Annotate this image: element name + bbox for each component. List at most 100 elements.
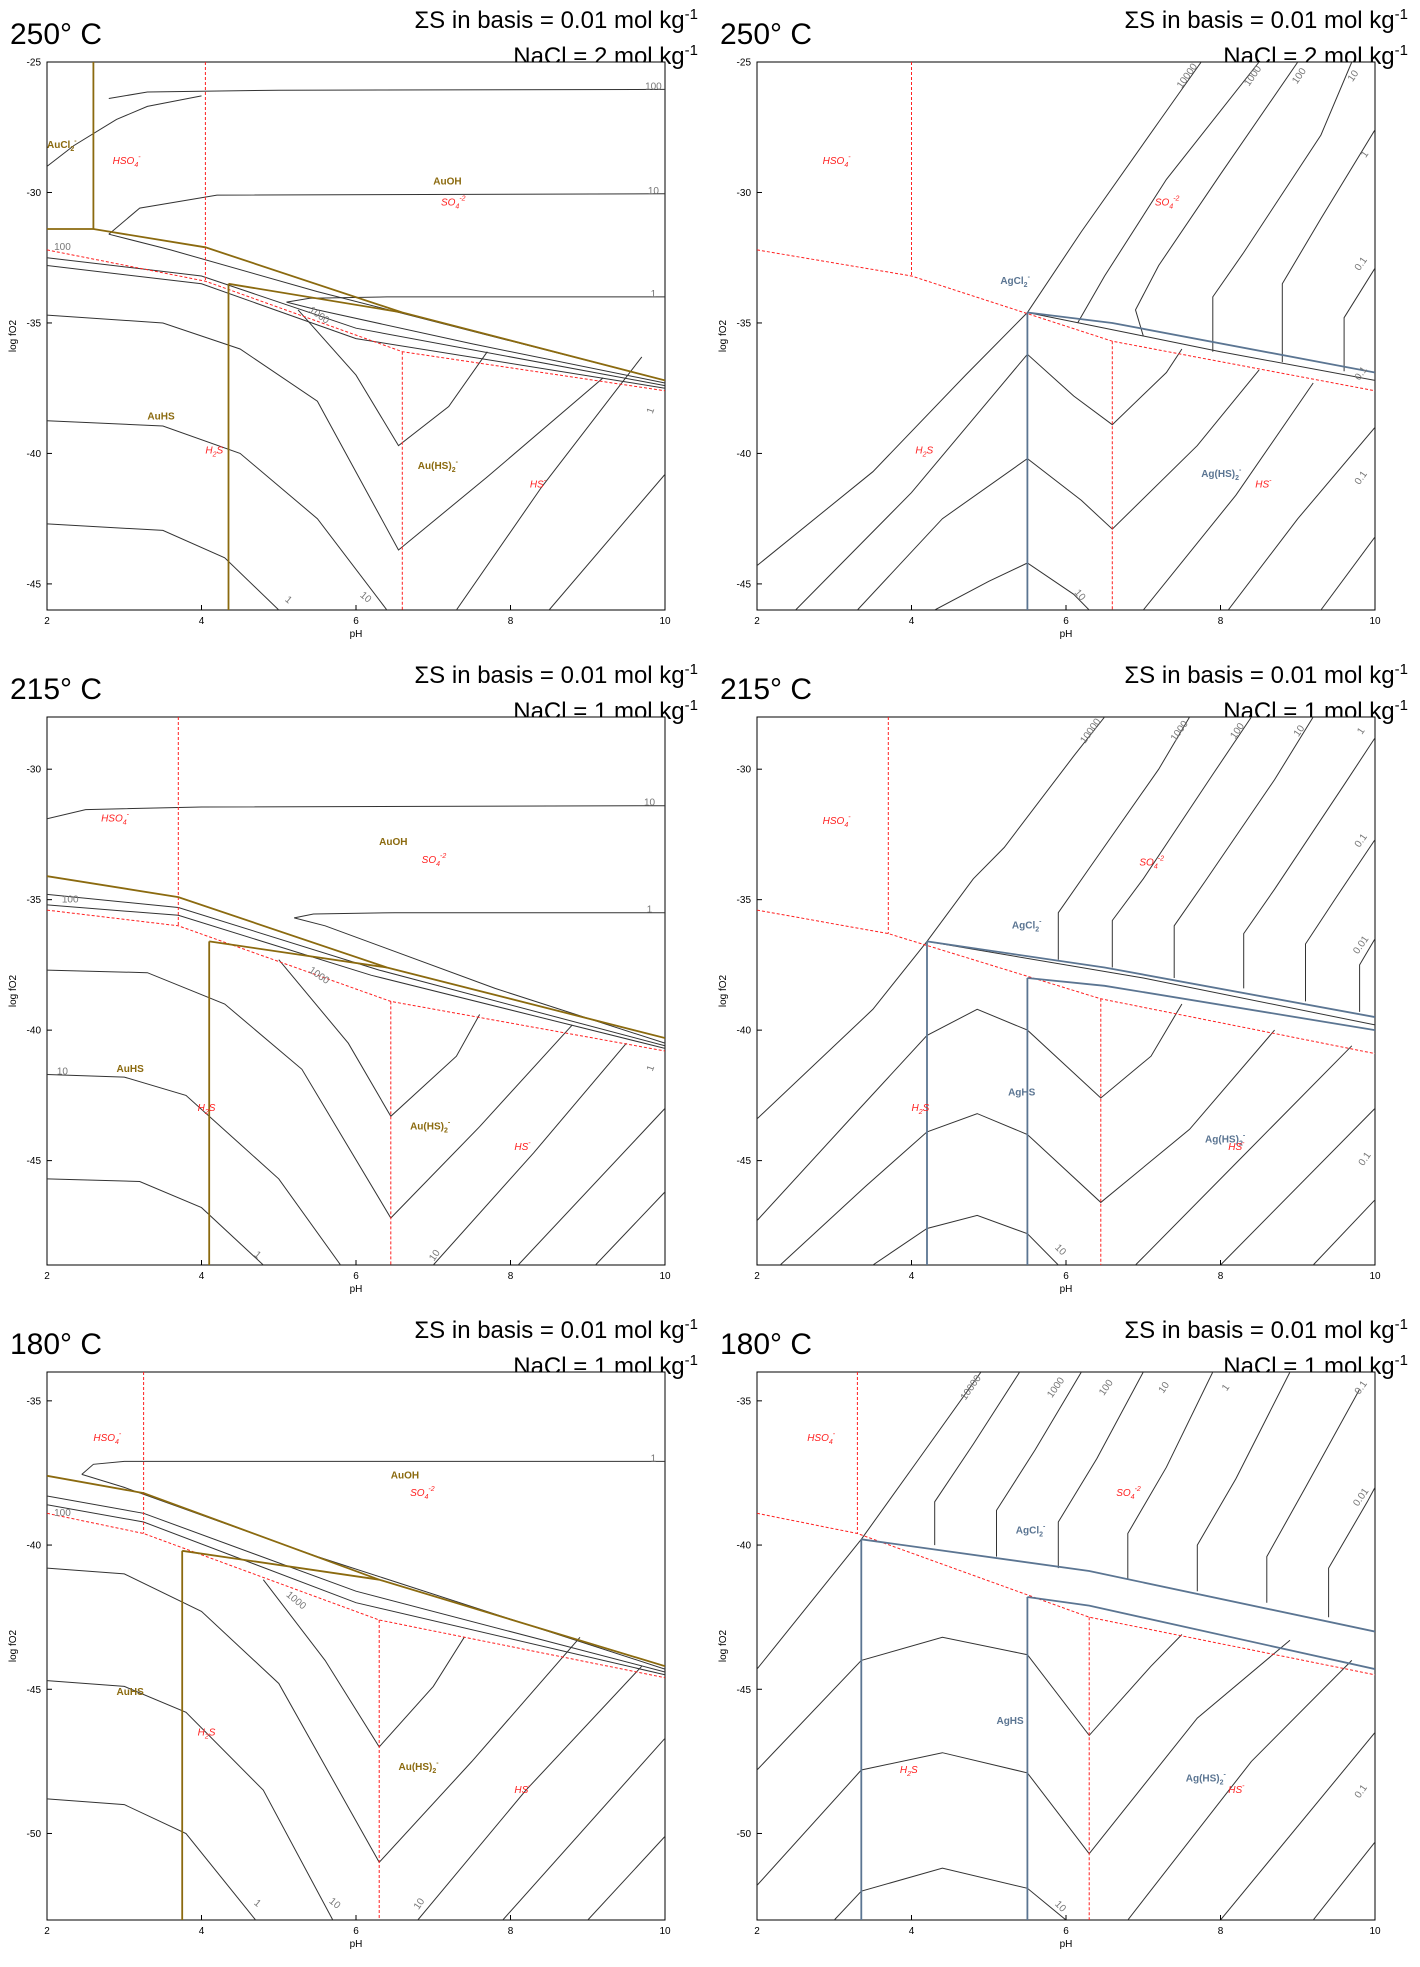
x-axis-label: pH (1060, 629, 1073, 640)
x-tick-label: 2 (44, 1271, 50, 1282)
au-180c-panel: 180° C ΣS in basis = 0.01 mol kg-1 NaCl … (0, 1310, 710, 1965)
solubility-contour (1057, 717, 1191, 960)
y-tick-label: -45 (737, 579, 752, 590)
metal-species-label: AgCl2- (1016, 1524, 1046, 1539)
metal-species-label: Ag(HS)2- (1186, 1772, 1227, 1787)
sulfur-species-label: H2S (915, 445, 933, 458)
unit-exponent: -1 (684, 6, 698, 23)
metal-speciation-boundary (182, 1549, 380, 1581)
y-tick-label: -35 (737, 895, 752, 906)
solubility-contour (1196, 1372, 1291, 1592)
metal-species-label: AuHS (117, 1064, 145, 1075)
unit-exponent: -1 (1394, 697, 1408, 714)
metal-speciation-boundary (209, 940, 388, 969)
y-tick-label: -25 (737, 58, 752, 69)
metal-speciation-boundary (926, 940, 1375, 1018)
solubility-contour (1359, 938, 1375, 1012)
solubility-contour (1320, 536, 1375, 610)
contour-label: 1 (1355, 725, 1367, 736)
x-tick-label: 4 (199, 1271, 205, 1282)
metal-species-label: Ag(HS)2- (1205, 1132, 1246, 1147)
sulfur-species-label: H2S (205, 445, 223, 458)
panel-temperature: 215° C (10, 673, 103, 706)
y-axis-label: log fO2 (718, 974, 729, 1007)
y-tick-label: -40 (27, 1541, 42, 1552)
solubility-contour (286, 301, 665, 384)
metal-species-label: Au(HS)2- (398, 1760, 439, 1775)
sulfur-species-label: HSO4- (113, 154, 142, 169)
sulfur-speciation-boundary (47, 909, 665, 1052)
unit-exponent: -1 (684, 697, 698, 714)
unit-exponent: -1 (684, 1316, 698, 1333)
unit-exponent: -1 (1394, 6, 1408, 23)
x-tick-label: 6 (1063, 1926, 1069, 1937)
x-tick-label: 6 (353, 616, 359, 627)
plot-frame (46, 61, 666, 611)
panel-temperature: 215° C (720, 673, 813, 706)
solubility-contour (934, 1372, 1021, 1546)
y-axis-label: log fO2 (718, 319, 729, 352)
sulfur-species-label: HSO4- (93, 1431, 122, 1446)
plot-area (757, 62, 1375, 610)
solubility-contour (1173, 717, 1314, 978)
solubility-contour (1142, 382, 1314, 610)
x-tick-label: 4 (909, 616, 915, 627)
au-250c-panel: 250° C ΣS in basis = 0.01 mol kg-1 NaCl … (0, 0, 710, 655)
solubility-contour (47, 314, 604, 551)
metal-speciation-boundary (1027, 977, 1375, 1031)
plot-frame (756, 61, 1376, 611)
panel-temperature: 250° C (720, 18, 813, 51)
y-axis-label: log fO2 (8, 1629, 19, 1662)
sulfur-species-label: SO4-2 (1139, 856, 1164, 871)
panel-temperature: 250° C (10, 18, 103, 51)
sulfur-basis-line: ΣS in basis = 0.01 mol kg-1 (414, 1310, 698, 1346)
metal-species-label: AgCl2- (1012, 918, 1042, 933)
x-tick-label: 6 (353, 1926, 359, 1937)
x-tick-label: 4 (199, 616, 205, 627)
y-tick-label: -30 (737, 765, 752, 776)
sulfur-species-label: SO4-2 (441, 196, 466, 211)
contour-label: 10 (57, 1067, 69, 1078)
metal-species-label: AuOH (433, 177, 461, 188)
au-250c-plot: 2 4 6 8 10 -25 -30 -35 -40 -45 pH log fO2 100 10 1 100 1… (8, 58, 671, 641)
solubility-contour (47, 1567, 581, 1864)
x-axis-label: pH (350, 629, 363, 640)
solubility-contour (1305, 839, 1375, 1002)
y-tick-label: -30 (27, 188, 42, 199)
plot-area (757, 1372, 1375, 1920)
solubility-contour (47, 1178, 264, 1265)
solubility-contour (47, 523, 280, 610)
solubility-contour (47, 904, 665, 1049)
solubility-contour (1077, 62, 1260, 324)
sulfur-basis-text: ΣS in basis = 0.01 mol kg (1124, 7, 1395, 34)
solubility-contour (1266, 1389, 1361, 1603)
contour-label: 1 (252, 1249, 264, 1261)
panel-conditions: ΣS in basis = 0.01 mol kg-1 NaCl = 1 mol… (414, 1310, 698, 1382)
solubility-contour (1212, 62, 1353, 352)
solubility-contour (417, 1665, 643, 1920)
sulfur-species-label: HS- (530, 477, 547, 490)
metal-species-label: AuOH (379, 837, 407, 848)
solubility-contour (47, 1504, 665, 1676)
sulfur-species-label: H2S (198, 1103, 216, 1116)
sulfur-species-label: SO4-2 (1116, 1486, 1141, 1501)
x-axis-label: pH (1060, 1939, 1073, 1950)
sulfur-basis-text: ΣS in basis = 0.01 mol kg (1124, 662, 1395, 689)
metal-species-label: AuCl2- (47, 138, 77, 153)
solubility-contour (47, 969, 573, 1219)
solubility-contour (297, 309, 488, 447)
plot-area (757, 717, 1375, 1265)
sulfur-speciation-boundary (757, 249, 1375, 392)
sulfur-species-label: H2S (900, 1765, 918, 1778)
solubility-contour (517, 1108, 665, 1265)
solubility-contour (757, 717, 1105, 1120)
solubility-contour (47, 1798, 256, 1920)
metal-species-label: AgHS (1008, 1087, 1036, 1098)
plot-frame (46, 1371, 666, 1921)
unit-exponent: -1 (684, 1352, 698, 1369)
y-tick-label: -45 (27, 1685, 42, 1696)
